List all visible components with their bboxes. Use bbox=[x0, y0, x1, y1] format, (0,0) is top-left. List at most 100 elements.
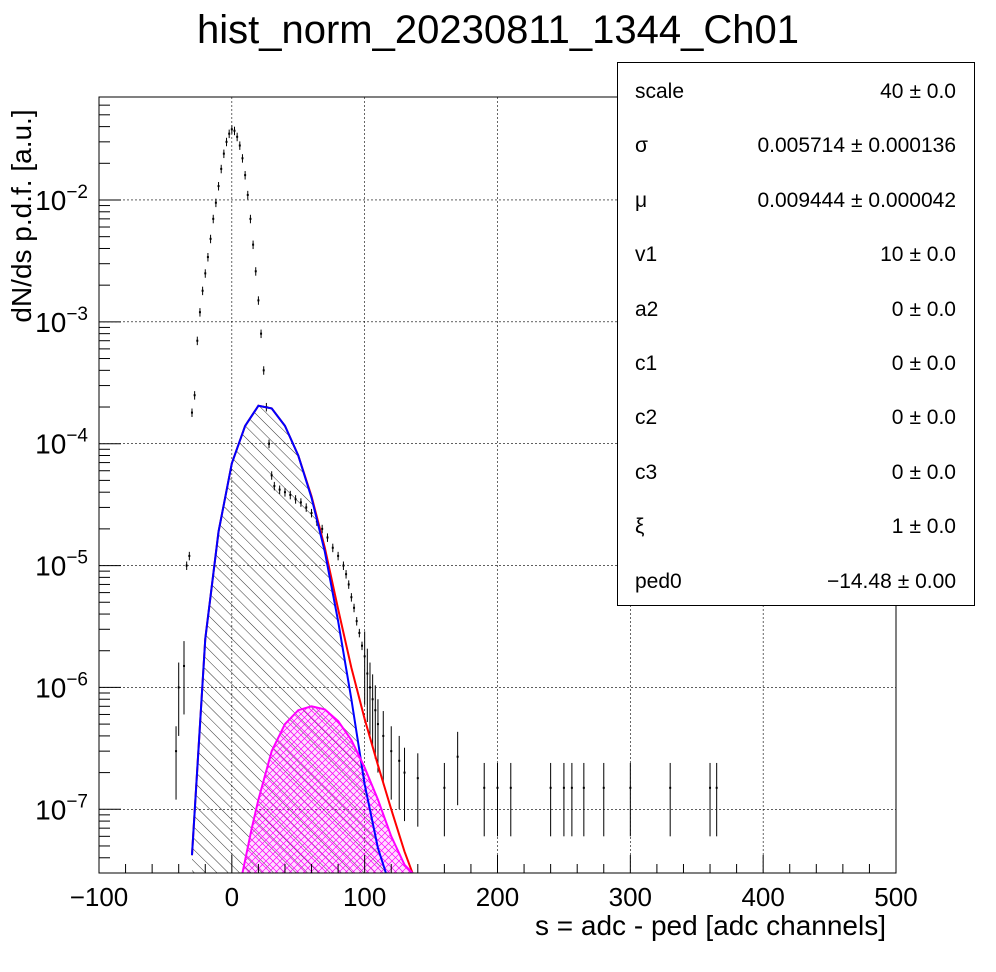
histogram-point bbox=[353, 606, 356, 609]
histogram-point bbox=[549, 786, 552, 789]
histogram-point bbox=[570, 786, 573, 789]
histogram-point bbox=[337, 554, 340, 557]
fit-parameter-row: a2 0 ± 0.0 bbox=[618, 298, 974, 338]
axes: −100 0 100 200 300 400 500 10−7 10−6 10−5 10−4 10−3… bbox=[35, 96, 918, 912]
fit-parameter-value: 0 ± 0.0 bbox=[891, 352, 956, 375]
histogram-point bbox=[456, 755, 459, 758]
fit-parameter-error: ± 0.0 bbox=[909, 297, 956, 321]
histogram-point bbox=[331, 546, 334, 549]
histogram-point bbox=[228, 132, 231, 135]
histogram-point bbox=[483, 786, 486, 789]
x-tick-label: 200 bbox=[476, 882, 519, 912]
fit-parameter-error: ± 0.0 bbox=[909, 243, 956, 267]
fit-parameter-name: μ bbox=[635, 188, 648, 212]
fit-parameter-value: 10 ± 0.0 bbox=[880, 243, 956, 267]
histogram-point bbox=[230, 128, 233, 131]
histogram-point bbox=[236, 135, 239, 138]
x-tick-label: 0 bbox=[225, 882, 239, 912]
histogram-point bbox=[273, 484, 276, 487]
histogram-point bbox=[209, 237, 212, 240]
histogram-point bbox=[244, 174, 247, 177]
histogram-point bbox=[196, 339, 199, 342]
fit-parameter-error: ± 0.0 bbox=[909, 515, 956, 539]
fit-parameter-error: ± 0.000136 bbox=[851, 134, 956, 158]
x-tick-label: 500 bbox=[874, 882, 917, 912]
fit-parameter-row: c2 0 ± 0.0 bbox=[618, 406, 974, 446]
histogram-point bbox=[326, 536, 329, 539]
x-tick-label: 100 bbox=[343, 882, 386, 912]
histogram-point bbox=[390, 750, 393, 753]
histogram-point bbox=[185, 564, 188, 567]
blue-fit-curve bbox=[190, 404, 387, 873]
fit-parameter-name: c2 bbox=[635, 406, 658, 430]
histogram-point bbox=[582, 786, 585, 789]
histogram-point bbox=[262, 369, 265, 372]
histogram-point bbox=[190, 411, 193, 414]
histogram-point bbox=[283, 491, 286, 494]
fit-parameter-name: a2 bbox=[635, 297, 659, 321]
fit-parameter-row: σ 0.005714 ± 0.000136 bbox=[618, 134, 974, 174]
fit-parameter-error: ± 0.0 bbox=[909, 80, 956, 103]
fit-parameter-value: 0 ± 0.0 bbox=[891, 297, 956, 321]
histogram-point bbox=[225, 140, 228, 143]
histogram-point bbox=[246, 193, 249, 196]
x-tick-label: 300 bbox=[609, 882, 652, 912]
histogram-point bbox=[496, 786, 499, 789]
histogram-point bbox=[398, 759, 401, 762]
histogram-point bbox=[249, 217, 252, 220]
histogram-point bbox=[217, 185, 220, 188]
histogram-point bbox=[257, 299, 260, 302]
fill-areas bbox=[191, 405, 413, 873]
histogram-point bbox=[509, 786, 512, 789]
histogram-points bbox=[175, 125, 718, 837]
fit-parameter-name: σ bbox=[635, 134, 648, 158]
fit-parameter-value: 0 ± 0.0 bbox=[891, 460, 956, 484]
histogram-point bbox=[355, 620, 358, 623]
histogram-point bbox=[233, 129, 236, 132]
fit-parameter-error: ± 0.0 bbox=[909, 460, 956, 484]
histogram-point bbox=[175, 750, 178, 753]
histogram-point bbox=[220, 167, 223, 170]
histogram-point bbox=[345, 573, 348, 576]
histogram-point bbox=[201, 289, 204, 292]
histogram-point bbox=[188, 554, 191, 557]
fit-parameter-name: ped0 bbox=[635, 569, 682, 593]
histogram-point bbox=[183, 664, 186, 667]
fit-curves bbox=[190, 404, 414, 873]
histogram-point bbox=[374, 709, 377, 712]
fit-parameter-name: ξ bbox=[635, 515, 645, 539]
fit-parameter-value: 0 ± 0.0 bbox=[891, 406, 956, 430]
fit-parameter-error: ± 0.0 bbox=[909, 406, 956, 430]
histogram-point bbox=[382, 734, 385, 737]
histogram-point bbox=[363, 655, 366, 658]
y-tick-label: 10−3 bbox=[35, 304, 88, 338]
fit-parameter-row: μ 0.009444 ± 0.000042 bbox=[618, 189, 974, 229]
histogram-point bbox=[241, 157, 244, 160]
fit-parameters-box: scale 40 ± 0.0 σ 0.005714 ± 0.000136 μ 0.009444… bbox=[617, 62, 975, 606]
fit-parameter-row: ξ 1 ± 0.0 bbox=[618, 515, 974, 555]
histogram-point bbox=[366, 672, 369, 675]
histogram-point bbox=[361, 644, 364, 647]
histogram-point bbox=[294, 498, 297, 501]
histogram-point bbox=[214, 201, 217, 204]
fit-parameter-value: −14.48 ± 0.00 bbox=[826, 569, 956, 593]
histogram-point bbox=[602, 786, 605, 789]
histogram-point bbox=[416, 777, 419, 780]
histogram-point bbox=[368, 686, 371, 689]
histogram-point bbox=[278, 488, 281, 491]
fit-parameter-value: 0.005714 ± 0.000136 bbox=[757, 134, 956, 158]
histogram-point bbox=[177, 686, 180, 689]
histogram-point bbox=[299, 501, 302, 504]
fit-parameter-value: 1 ± 0.0 bbox=[891, 515, 956, 539]
histogram-point bbox=[358, 631, 361, 634]
histogram-point bbox=[268, 442, 271, 445]
histogram-point bbox=[270, 474, 273, 477]
histogram-point bbox=[198, 311, 201, 314]
histogram-point bbox=[629, 786, 632, 789]
fit-parameter-value: 40 ± 0.0 bbox=[880, 80, 956, 103]
histogram-point bbox=[403, 771, 406, 774]
fit-parameter-name: v1 bbox=[635, 243, 658, 267]
histogram-point bbox=[347, 583, 350, 586]
histogram-point bbox=[222, 152, 225, 155]
